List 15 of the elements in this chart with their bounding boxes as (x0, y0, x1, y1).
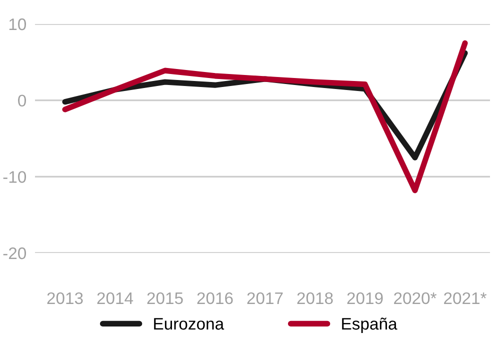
x-tick-label: 2020* (394, 292, 437, 304)
legend-label: Eurozona (154, 318, 224, 330)
y-tick-label: 0 (18, 94, 26, 107)
x-tick-label: 2017 (247, 292, 283, 304)
x-tick-label: 2019 (347, 292, 383, 304)
x-tick-label: 2016 (197, 292, 233, 304)
x-tick-label: 2015 (147, 292, 183, 304)
legend-label: España (342, 318, 398, 333)
x-tick-label: 2018 (297, 292, 333, 304)
x-tick-label: 2014 (97, 292, 134, 304)
x-tick-label: 2013 (47, 292, 83, 304)
y-tick-label: -20 (3, 247, 26, 260)
y-tick-label: -10 (3, 171, 26, 183)
x-tick-label: 2021* (444, 292, 487, 304)
y-tick-label: 10 (9, 18, 26, 30)
